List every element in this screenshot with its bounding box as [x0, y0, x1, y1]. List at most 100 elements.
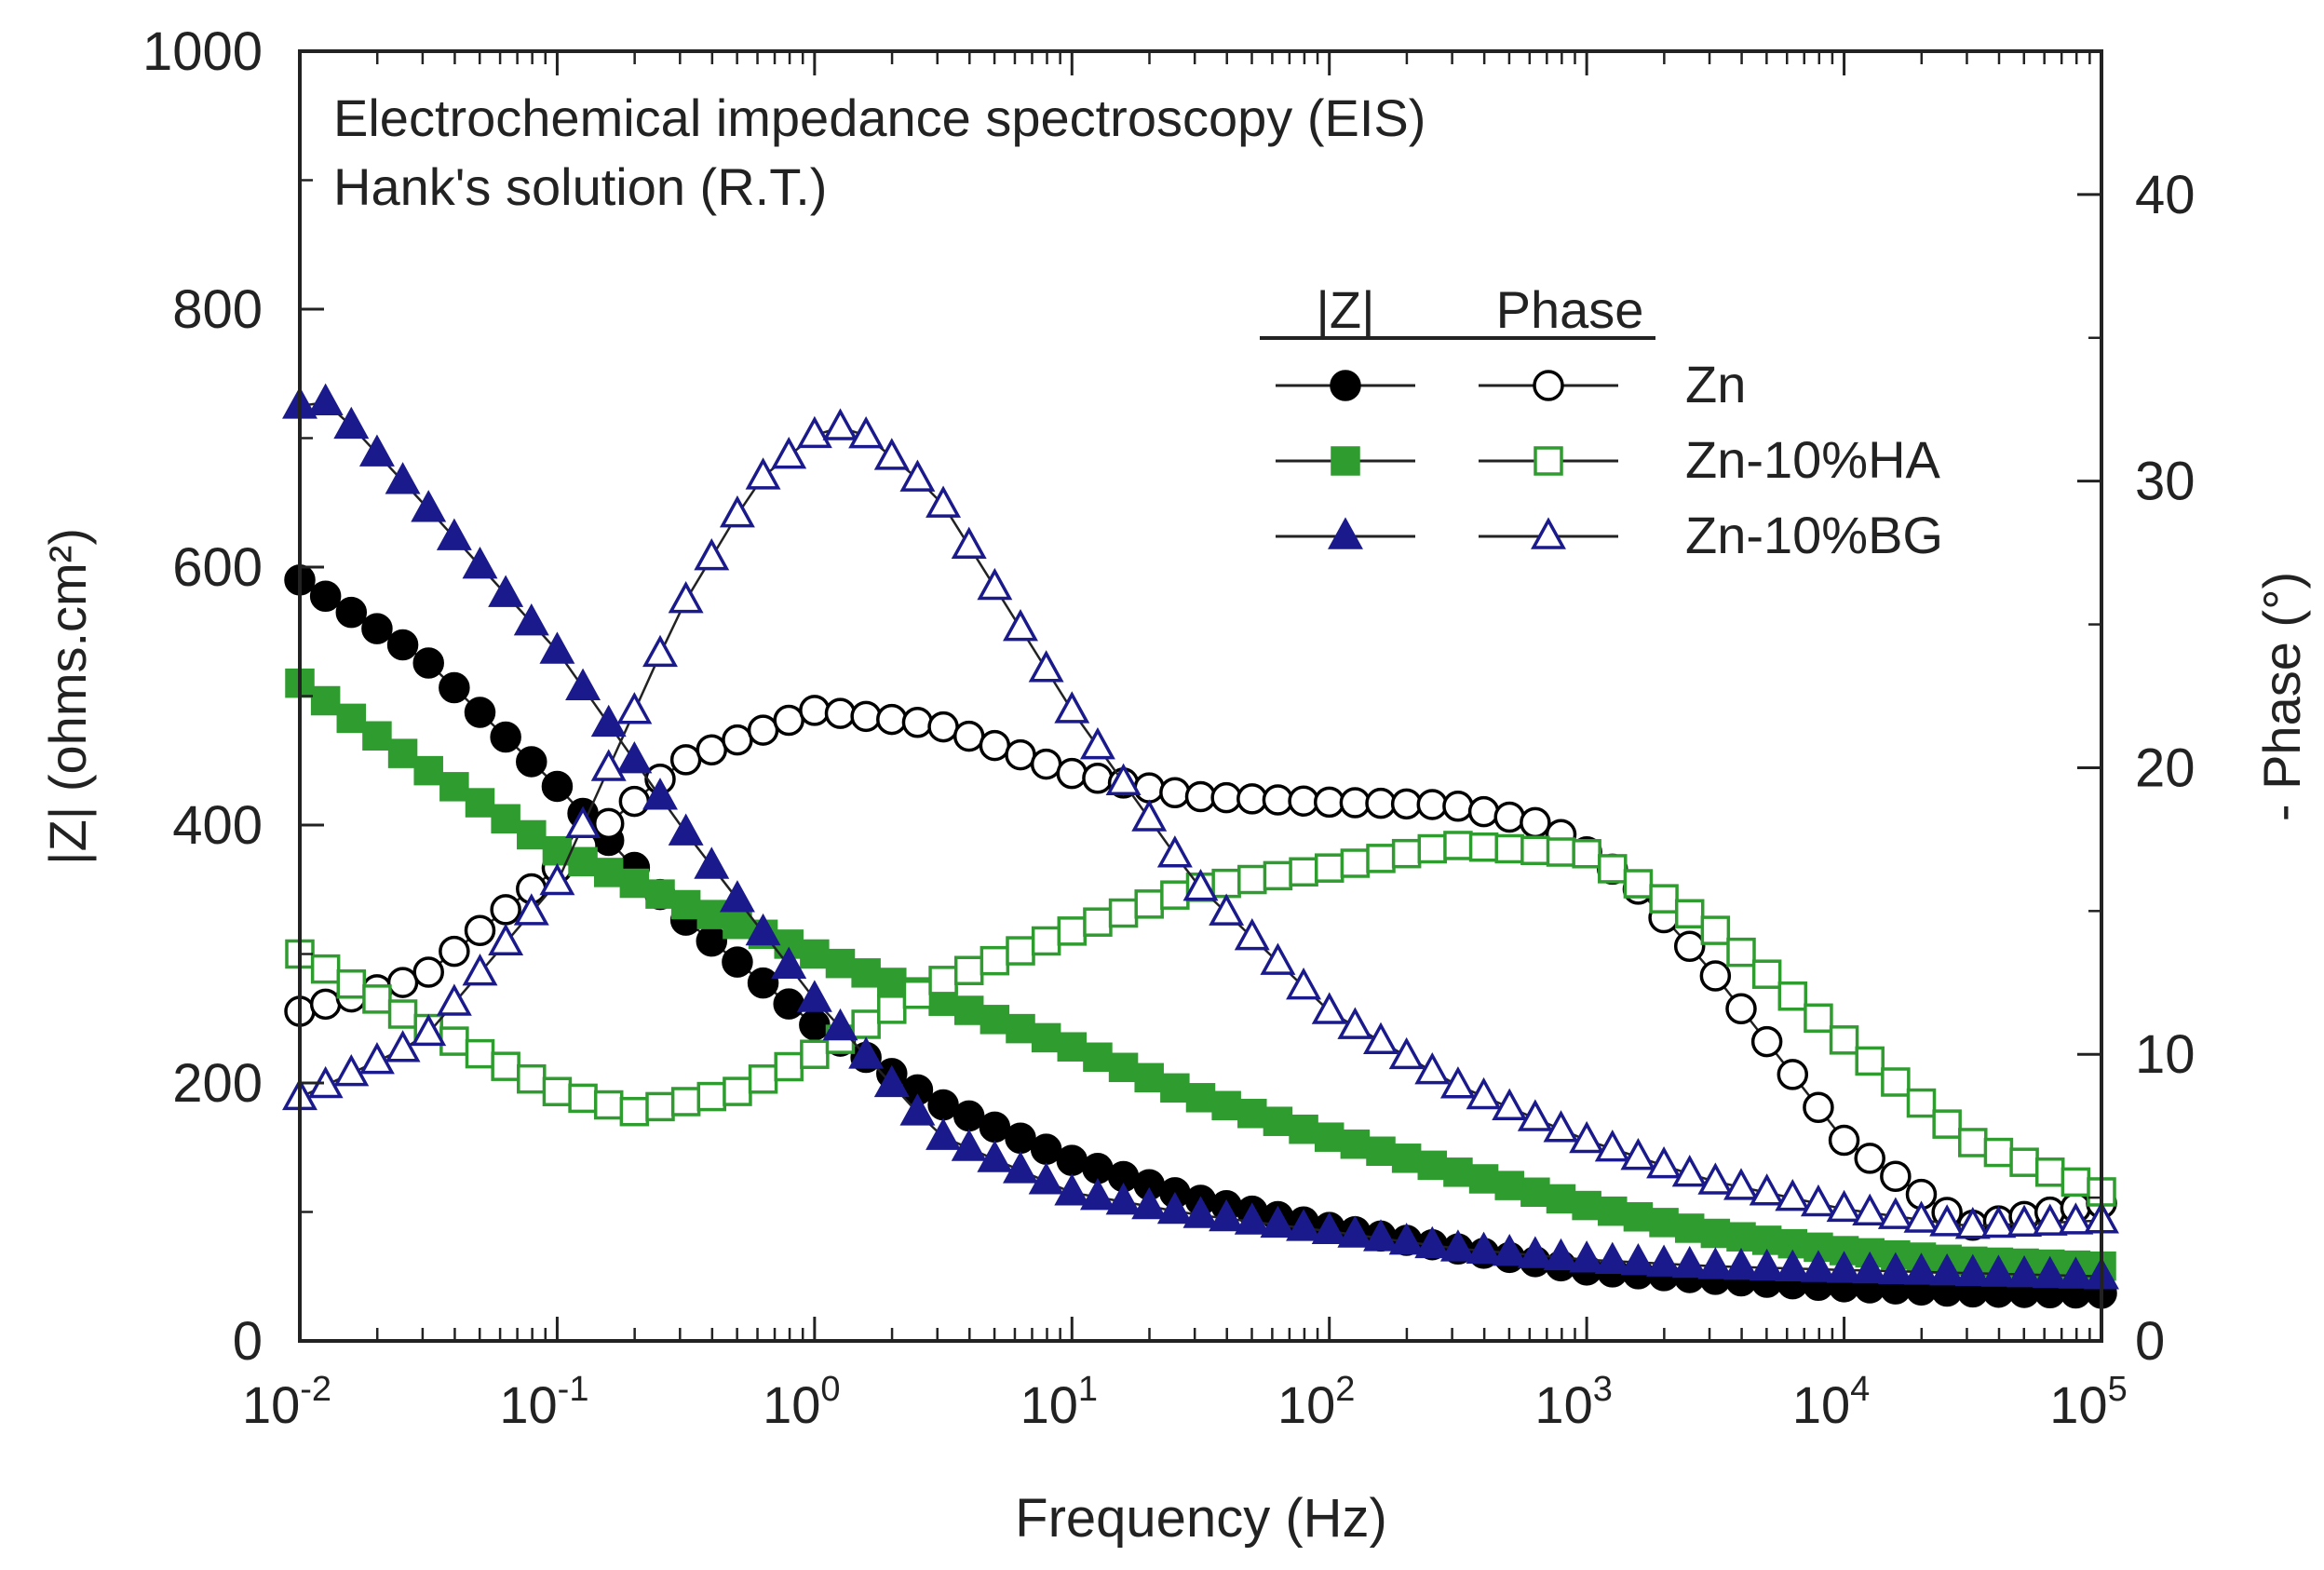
zn-10-ha-phase-point [1057, 916, 1088, 946]
zn-10-ha-phase-point [851, 1009, 881, 1039]
zn-10-bg-z-point [1131, 1186, 1168, 1220]
zn-10-ha-z-point [851, 958, 881, 988]
zn-10-ha-phase-point [1958, 1128, 1988, 1157]
zn-10-ha-z-point [1263, 1106, 1293, 1136]
zn-10-ha-phase-point [1314, 853, 1344, 883]
zn-10-bg-z-point [436, 518, 472, 550]
zn-phase-point [669, 744, 702, 776]
zn-10-ha-z-point [1211, 1090, 1241, 1121]
zn-10-bg-phase-point [1003, 608, 1038, 642]
legend-zn-10-bg-phase-marker [1531, 517, 1566, 549]
zn-10-bg-z-point [1054, 1173, 1090, 1206]
zn-phase-point [1442, 791, 1474, 822]
zn-10-bg-z-point [1079, 1178, 1115, 1211]
zn-10-bg-phase-point [488, 923, 524, 956]
zn-10-bg-z-point [1260, 1205, 1296, 1238]
zn-10-ha-phase-point [1263, 860, 1293, 891]
legend-zn-phase-marker [1533, 370, 1564, 401]
zn-10-bg-z-point [1105, 1182, 1142, 1215]
zn-phase-point [979, 729, 1011, 762]
zn-phase-point [1750, 1025, 1783, 1058]
chart-title-line-2: Hank's solution (R.T.) [333, 157, 827, 216]
zn-10-ha-phase-point [1855, 1046, 1885, 1076]
x-tick-label: 103 [1534, 1370, 1612, 1434]
zn-10-ha-phase-point [1983, 1137, 2014, 1168]
zn-10-ha-phase-point [953, 955, 984, 986]
zn-10-bg-z-point [848, 1036, 885, 1069]
zn-phase-point [901, 707, 934, 738]
zn-10-ha-z-point [1468, 1164, 1499, 1194]
zn-10-bg-phase-point [1775, 1179, 1811, 1211]
zn-10-ha-phase-point [1520, 835, 1550, 865]
zn-10-ha-phase-point [439, 1026, 469, 1056]
zn-z-point [953, 1100, 985, 1132]
zn-10-bg-z-point [1800, 1250, 1836, 1282]
zn-10-bg-z-point [1363, 1219, 1398, 1252]
zn-10-bg-z-point [307, 383, 344, 415]
zn-10-bg-phase-point [2032, 1203, 2068, 1236]
zn-z-point [1056, 1144, 1088, 1176]
zn-10-bg-z-point [1517, 1236, 1553, 1268]
zn-10-bg-z-point [1182, 1196, 1219, 1228]
x-tick-label: 105 [2049, 1370, 2127, 1434]
zn-10-ha-z-point [1391, 1144, 1422, 1173]
zn-10-ha-z-point [980, 1005, 1010, 1035]
zn-10-ha-z-point [800, 939, 830, 969]
zn-10-ha-z-point [1340, 1129, 1371, 1159]
zn-10-bg-phase-point [1209, 893, 1245, 926]
zn-10-bg-z-point [1749, 1248, 1785, 1281]
zn-10-ha-z-point [645, 879, 675, 909]
zn-10-ha-z-point [877, 968, 907, 997]
zn-phase-point [1493, 801, 1525, 833]
zn-10-ha-z-point [723, 909, 752, 940]
zn-10-bg-phase-point [1311, 992, 1347, 1024]
y-axis-left-label: |Z| (ohms.cm²) [38, 528, 97, 865]
zn-10-ha-phase-point [517, 1063, 547, 1094]
zn-10-bg-phase-point [1929, 1204, 1966, 1237]
zn-10-bg-phase-point [1543, 1110, 1579, 1143]
x-tick-label: 10-2 [242, 1370, 331, 1434]
zn-10-ha-z-point [465, 788, 495, 818]
zn-10-bg-phase-point [1852, 1193, 1888, 1226]
zn-10-bg-z-point [642, 778, 678, 810]
zn-10-ha-z-point [491, 804, 520, 834]
zn-10-bg-phase-point [385, 1030, 421, 1062]
zn-10-ha-phase-point [1031, 926, 1061, 956]
zn-10-bg-z-point [719, 880, 755, 913]
zn-10-ha-phase-point [1700, 915, 1731, 945]
zn-10-bg-phase-point [1105, 763, 1142, 796]
zn-phase-point [592, 807, 625, 840]
legend-label-zn-10ha: Zn-10%HA [1685, 430, 1941, 489]
zn-phase-point [1673, 930, 1706, 962]
zn-10-bg-phase-point [1877, 1197, 1913, 1229]
zn-10-bg-phase-point [1620, 1137, 1656, 1171]
zn-10-bg-phase-point [668, 581, 704, 614]
zn-10-ha-phase-point [902, 979, 933, 1009]
zn-10-bg-phase-point [1980, 1205, 2017, 1238]
zn-10-ha-phase-point [1468, 832, 1499, 862]
y-left-tick-label: 0 [233, 1311, 263, 1372]
zn-10-bg-z-point [1775, 1249, 1811, 1281]
zn-10-bg-z-point [1492, 1233, 1528, 1266]
zn-z-point [541, 770, 574, 803]
y-left-tick-label: 200 [172, 1053, 263, 1114]
legend-header-phase: Phase [1496, 280, 1644, 339]
zn-10-bg-phase-point [2058, 1202, 2094, 1235]
zn-phase-point [1390, 788, 1423, 820]
zn-10-bg-z-point [1877, 1252, 1913, 1284]
zn-10-ha-phase-point [928, 966, 958, 995]
zn-10-bg-phase-point [1594, 1129, 1630, 1162]
zn-10-ha-phase-point [568, 1083, 598, 1114]
zn-phase-point [747, 714, 779, 746]
legend: |Z| Phase Zn Zn-10%HA Zn-10%BG [1260, 280, 1943, 564]
zn-10-ha-phase-point [2034, 1157, 2065, 1187]
zn-phase-point [1467, 795, 1500, 828]
zn-10-bg-z-point [1156, 1191, 1193, 1225]
zn-10-ha-phase-point [1108, 898, 1139, 928]
zn-phase-point [1828, 1124, 1860, 1157]
zn-10-bg-z-point [951, 1129, 987, 1161]
zn-10-bg-z-point [1697, 1247, 1734, 1279]
zn-10-bg-z-point [873, 1064, 910, 1098]
zn-10-ha-z-point [1083, 1042, 1113, 1073]
zn-10-ha-phase-point [1366, 844, 1396, 873]
